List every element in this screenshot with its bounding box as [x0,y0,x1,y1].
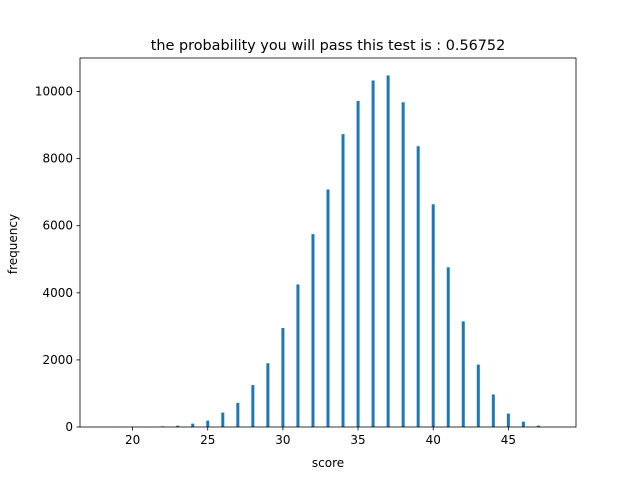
bar [372,80,375,427]
bar [522,422,525,427]
x-tick-label: 35 [350,433,365,447]
bar [492,394,495,427]
bar [236,403,239,427]
bar [477,365,480,427]
y-tick-label: 6000 [42,219,73,233]
x-tick-label: 45 [501,433,516,447]
bar [462,321,465,427]
bar [221,413,224,427]
x-tick-label: 20 [125,433,140,447]
bar [251,385,254,427]
chart-title: the probability you will pass this test … [151,38,505,54]
bar [327,190,330,428]
bar [311,234,314,427]
bar [447,267,450,427]
x-tick-label: 25 [200,433,215,447]
bar [432,204,435,427]
bar [281,328,284,427]
bar [206,421,209,427]
bar [342,134,345,427]
x-axis-label: score [312,456,344,470]
y-tick-label: 0 [65,420,73,434]
bar [507,414,510,427]
y-tick-label: 4000 [42,286,73,300]
bar [191,424,194,427]
bar [357,101,360,427]
bar [296,284,299,427]
y-tick-label: 10000 [35,85,73,99]
x-tick-label: 40 [426,433,441,447]
bar [387,75,390,427]
y-tick-label: 8000 [42,152,73,166]
y-tick-label: 2000 [42,353,73,367]
bar [266,363,269,427]
bar [417,146,420,427]
bar [402,102,405,427]
x-tick-label: 30 [275,433,290,447]
y-axis-label: frequency [6,214,20,274]
